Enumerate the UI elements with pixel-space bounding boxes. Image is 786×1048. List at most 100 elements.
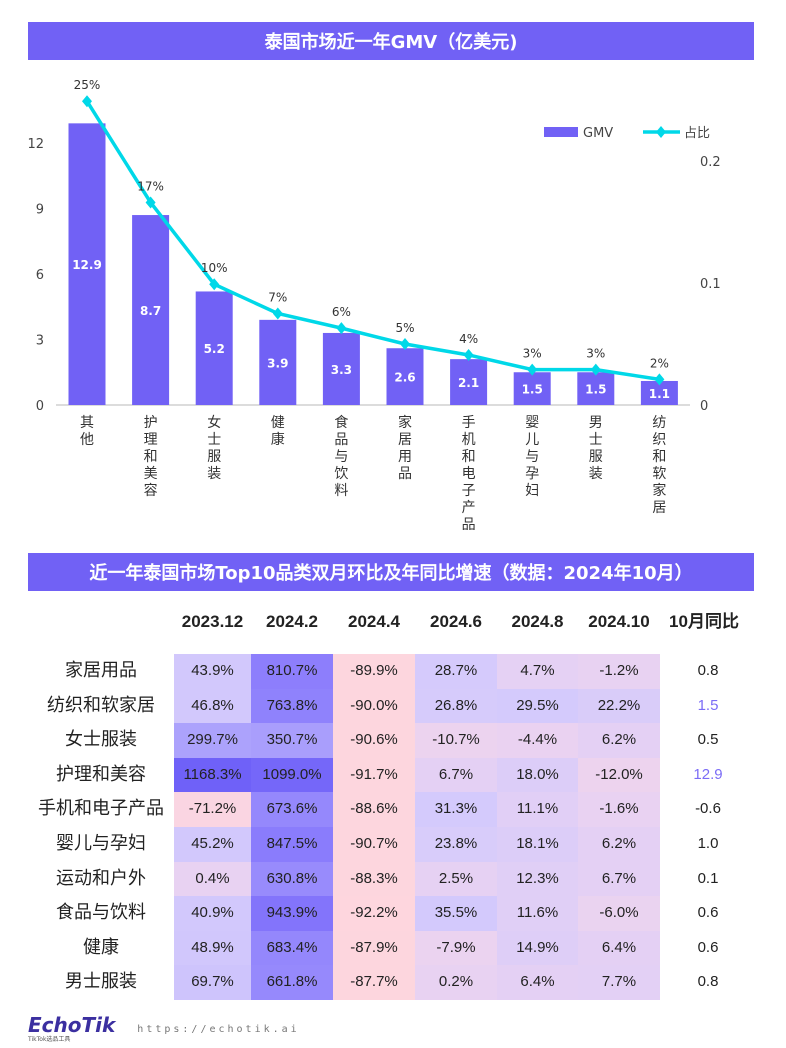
footer-url[interactable]: https://echotik.ai [137,1023,300,1035]
category-label-char: 护 [144,415,158,431]
legend-share-label: 占比 [684,126,710,141]
left-tick-label: 3 [36,334,44,349]
share-point [590,363,601,376]
row-label: 婴儿与孕妇 [56,833,146,854]
share-label: 17% [137,179,164,193]
category-label-char: 饮 [334,466,348,482]
category-label-char: 婴 [525,415,539,431]
category-label-char: 用 [398,449,412,465]
share-point [400,338,410,350]
category-label-char: 居 [652,500,666,516]
category-label-char: 服 [207,449,221,465]
share-label: 7% [268,291,287,305]
table-cell: 18.0% [497,757,578,793]
bar-value-label: 8.7 [140,304,161,318]
column-header: 2023.12 [181,612,244,631]
column-header: 2024.2 [266,612,318,631]
category-label-char: 和 [652,449,666,465]
table-cell: 14.9% [497,930,578,966]
table-cell: 6.7% [578,861,660,897]
table-row: 男士服装 69.7% 661.8% -87.7% 0.2% 6.4% 7.7% 0.8 [28,965,768,1000]
category-label-char: 和 [462,449,476,465]
category-label: 食品与饮料 [334,414,348,499]
category-label-char: 机 [462,432,476,448]
share-label: 6% [332,305,351,319]
category-label-char: 士 [207,432,221,448]
table-cell: 847.5% [251,827,333,862]
yoy-value: 0.1 [697,869,719,887]
left-tick-label: 6 [36,268,44,283]
category-label-char: 品 [398,466,412,482]
category-label-char: 软 [652,466,666,482]
right-tick-label: 0.1 [700,277,721,292]
category-label-char: 他 [80,432,94,448]
table-row: 纺织和软家居 46.8% 763.8% -90.0% 26.8% 29.5% 22.2% 1.… [28,688,768,724]
table-cell: 40.9% [174,896,251,931]
category-label-char: 儿 [525,432,539,448]
yoy-value: 0.5 [697,731,719,749]
table-cell: 29.5% [497,688,578,724]
share-label: 2% [650,356,669,370]
share-point [209,278,220,291]
table-cell: 299.7% [174,723,251,758]
table-cell: 48.9% [174,930,251,966]
yoy-value: 1.0 [697,835,719,852]
bar [132,215,170,405]
table-row: 护理和美容 1168.3% 1099.0% -91.7% 6.7% 18.0% -12.0%… [28,757,768,793]
category-label-char: 纺 [652,415,666,431]
row-label: 手机和电子产品 [38,798,164,820]
category-label-char: 子 [462,483,476,499]
table-cell: -1.6% [578,792,660,827]
table-cell: 45.2% [174,827,251,862]
share-point [463,348,474,361]
yoy-value: 0.6 [697,938,719,956]
table-cell: 630.8% [251,861,333,897]
category-label-char: 女 [207,414,221,431]
table-cell: 28.7% [415,654,497,689]
right-tick-label: 0.2 [700,155,721,170]
logo-text: EchoTik [28,1013,116,1037]
bar-value-label: 3.3 [331,363,352,377]
row-label: 男士服装 [65,971,137,993]
legend-share-marker [656,126,666,138]
bar-value-label: 1.5 [522,383,543,397]
column-header: 2024.6 [430,612,482,631]
table-row: 婴儿与孕妇 45.2% 847.5% -90.7% 23.8% 18.1% 6.2% 1.0 [28,827,768,862]
share-label: 5% [395,321,414,335]
category-label-char: 手 [462,415,476,431]
table-cell: 31.3% [415,792,497,827]
column-header: 2024.8 [511,612,564,631]
share-point [654,373,665,386]
table-cell: 6.7% [415,757,497,793]
bar-value-label: 1.5 [585,383,606,397]
table-cell: -90.7% [333,827,415,862]
table-cell: -4.4% [497,723,578,758]
share-point [272,307,283,320]
table-cell: -7.9% [415,930,497,966]
category-label-char: 美 [144,466,158,482]
table-cell: -90.6% [333,723,415,758]
row-label: 女士服装 [65,729,137,751]
bar [195,291,233,405]
table-cell: 6.4% [578,930,660,966]
bar [322,332,360,405]
row-label: 纺织和软家居 [47,694,155,716]
category-label: 婴儿与孕妇 [525,415,539,499]
bar-value-label: 1.1 [649,387,670,401]
table-cell: 22.2% [578,688,660,724]
table-cell: 6.2% [578,827,660,862]
table-cell: -88.6% [333,792,415,827]
yoy-value: 0.6 [697,904,719,922]
table-cell: 4.7% [497,654,578,689]
category-label-char: 电 [462,466,476,482]
table-cell: 7.7% [578,965,660,1000]
category-label-char: 其 [80,415,94,431]
category-label: 家居用品 [398,414,412,482]
footer: EchoTik TikTok选品工具 https://echotik.ai [28,1014,300,1044]
table-cell: 661.8% [251,965,333,1000]
table-cell: -90.0% [333,688,415,724]
yoy-value: 1.5 [697,696,719,714]
table-cell: 1168.3% [174,757,251,793]
left-tick-label: 0 [36,399,44,414]
bar-value-label: 2.6 [394,371,415,385]
